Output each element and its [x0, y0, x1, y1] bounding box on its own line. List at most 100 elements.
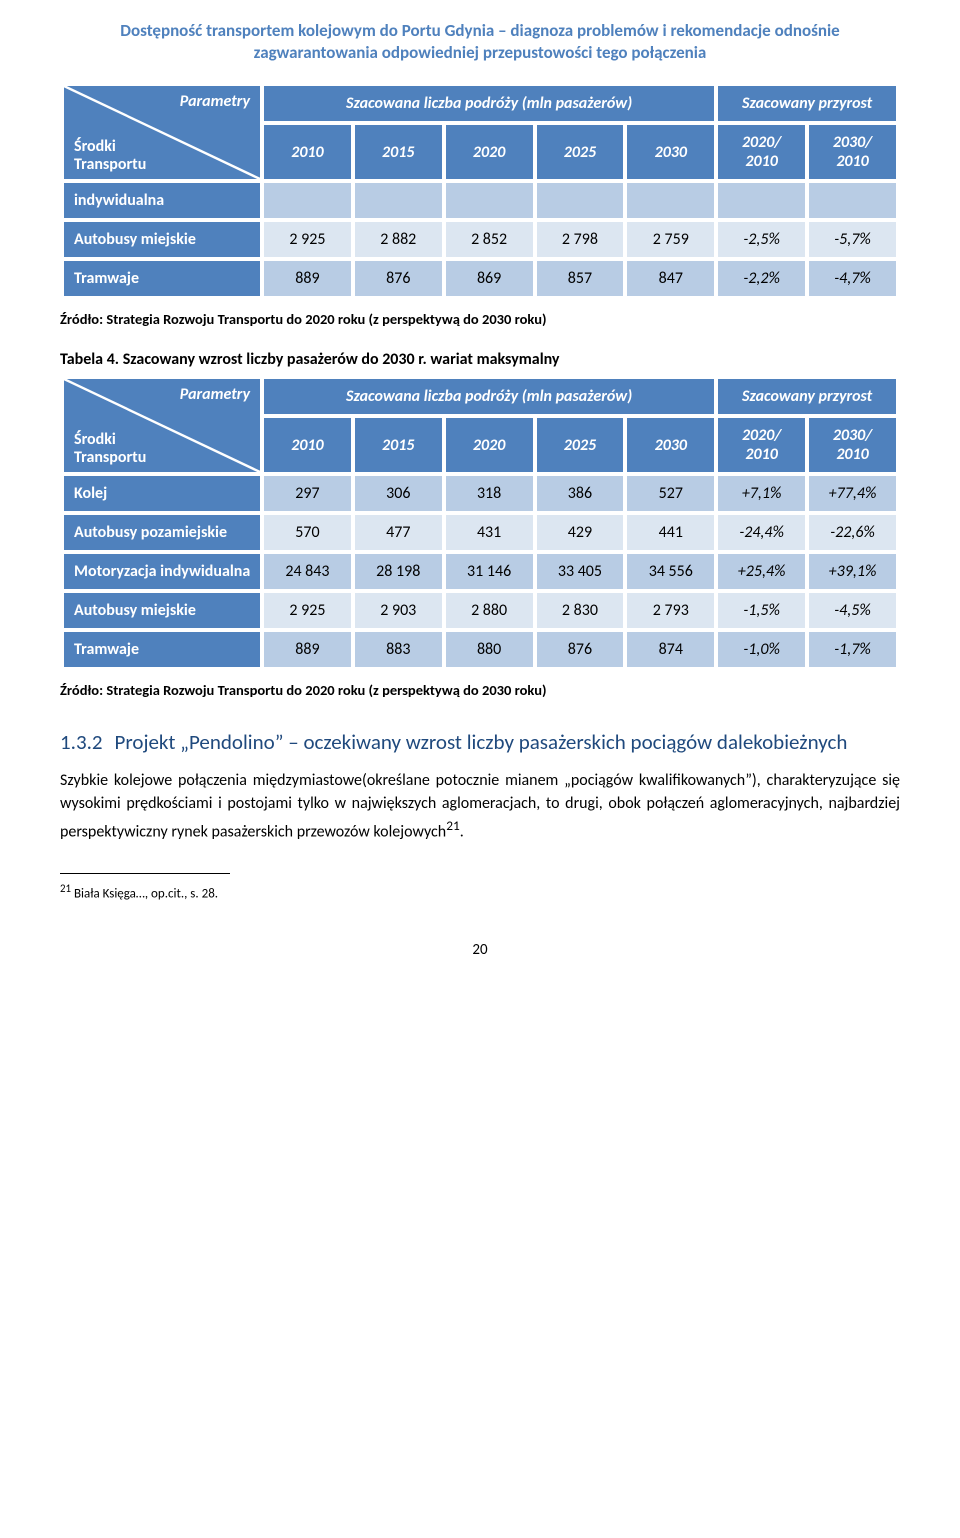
ratio-head: 2020/2010 — [716, 123, 807, 181]
cell: +25,4% — [716, 552, 807, 591]
diag-bottom-label: ŚrodkiTransportu — [74, 431, 146, 466]
diagonal-header: Parametry ŚrodkiTransportu — [62, 84, 262, 181]
cell: 2 793 — [625, 591, 716, 630]
span-header-counts: Szacowana liczba podróży (mln pasażerów) — [262, 84, 716, 123]
cell: 876 — [353, 259, 444, 298]
source-note-1: Źródło: Strategia Rozwoju Transportu do … — [60, 310, 900, 328]
body-paragraph: Szybkie kolejowe połączenia międzymiasto… — [60, 769, 900, 843]
cell: 2 903 — [353, 591, 444, 630]
ratio-head: 2020/2010 — [716, 416, 807, 474]
cell: 874 — [625, 630, 716, 669]
table-2-caption: Tabela 4. Szacowany wzrost liczby pasaże… — [60, 350, 900, 369]
row-label: indywidualna — [62, 181, 262, 220]
row-label: Autobusy miejskie — [62, 591, 262, 630]
year-head: 2020 — [444, 123, 535, 181]
cell: 2 798 — [535, 220, 626, 259]
cell: 306 — [353, 474, 444, 513]
cell: -1,0% — [716, 630, 807, 669]
cell: 429 — [535, 513, 626, 552]
cell: 876 — [535, 630, 626, 669]
table-row: Autobusy miejskie 2 925 2 882 2 852 2 79… — [62, 220, 898, 259]
cell: 869 — [444, 259, 535, 298]
cell: 2 880 — [444, 591, 535, 630]
cell: 2 925 — [262, 220, 353, 259]
cell: -1,7% — [807, 630, 898, 669]
cell: 570 — [262, 513, 353, 552]
cell: 2 852 — [444, 220, 535, 259]
table-row: Autobusy pozamiejskie570477431429441-24,… — [62, 513, 898, 552]
cell: 33 405 — [535, 552, 626, 591]
year-head: 2020 — [444, 416, 535, 474]
cell: 441 — [625, 513, 716, 552]
table-row: Tramwaje 889 876 869 857 847 -2,2% -4,7% — [62, 259, 898, 298]
table-2: Parametry ŚrodkiTransportu Szacowana lic… — [60, 375, 900, 671]
footnote-rule — [60, 873, 230, 874]
row-label: Tramwaje — [62, 259, 262, 298]
year-head: 2015 — [353, 123, 444, 181]
cell: 24 843 — [262, 552, 353, 591]
row-label: Autobusy miejskie — [62, 220, 262, 259]
cell: +77,4% — [807, 474, 898, 513]
year-head: 2025 — [535, 416, 626, 474]
year-head: 2025 — [535, 123, 626, 181]
cell: 880 — [444, 630, 535, 669]
cell: -5,7% — [807, 220, 898, 259]
source-note-2: Źródło: Strategia Rozwoju Transportu do … — [60, 681, 900, 699]
diag-top-label: Parametry — [180, 385, 250, 404]
row-label: Tramwaje — [62, 630, 262, 669]
row-label: Autobusy pozamiejskie — [62, 513, 262, 552]
span-header-growth: Szacowany przyrost — [716, 377, 898, 416]
page-number: 20 — [60, 941, 900, 959]
cell: 2 925 — [262, 591, 353, 630]
ratio-head: 2030/2010 — [807, 416, 898, 474]
section-title: Projekt „Pendolino” – oczekiwany wzrost … — [115, 729, 900, 755]
cell: 318 — [444, 474, 535, 513]
year-head: 2030 — [625, 123, 716, 181]
span-header-growth: Szacowany przyrost — [716, 84, 898, 123]
cell: 883 — [353, 630, 444, 669]
diag-top-label: Parametry — [180, 92, 250, 111]
diagonal-header: Parametry ŚrodkiTransportu — [62, 377, 262, 474]
cell: 2 830 — [535, 591, 626, 630]
row-label: Kolej — [62, 474, 262, 513]
row-label: Motoryzacja indywidualna — [62, 552, 262, 591]
cell: +39,1% — [807, 552, 898, 591]
cell: 857 — [535, 259, 626, 298]
cell: 889 — [262, 259, 353, 298]
span-header-counts: Szacowana liczba podróży (mln pasażerów) — [262, 377, 716, 416]
diag-bottom-label: ŚrodkiTransportu — [74, 138, 146, 173]
year-head: 2030 — [625, 416, 716, 474]
cell: 477 — [353, 513, 444, 552]
cell: 889 — [262, 630, 353, 669]
cell: 297 — [262, 474, 353, 513]
cell: -4,7% — [807, 259, 898, 298]
year-head: 2010 — [262, 416, 353, 474]
section-number: 1.3.2 — [60, 729, 103, 755]
cell: 431 — [444, 513, 535, 552]
cell: 386 — [535, 474, 626, 513]
cell: 527 — [625, 474, 716, 513]
cell: -2,2% — [716, 259, 807, 298]
footnote: 21 Biała Księga…, op.cit., s. 28. — [60, 882, 900, 901]
cell: 28 198 — [353, 552, 444, 591]
cell: -4,5% — [807, 591, 898, 630]
cell: 31 146 — [444, 552, 535, 591]
table-1: Parametry ŚrodkiTransportu Szacowana lic… — [60, 82, 900, 300]
cell: 847 — [625, 259, 716, 298]
table-row: Autobusy miejskie2 9252 9032 8802 8302 7… — [62, 591, 898, 630]
cell: -22,6% — [807, 513, 898, 552]
cell: +7,1% — [716, 474, 807, 513]
section-heading: 1.3.2 Projekt „Pendolino” – oczekiwany w… — [60, 729, 900, 755]
document-title: Dostępność transportem kolejowym do Port… — [60, 20, 900, 64]
cell: -2,5% — [716, 220, 807, 259]
ratio-head: 2030/2010 — [807, 123, 898, 181]
cell: -1,5% — [716, 591, 807, 630]
cell: 2 759 — [625, 220, 716, 259]
cell: 2 882 — [353, 220, 444, 259]
table-row: Kolej297306318386527+7,1%+77,4% — [62, 474, 898, 513]
cell: -24,4% — [716, 513, 807, 552]
footnote-marker: 21 — [446, 817, 460, 834]
table-row: Motoryzacja indywidualna24 84328 19831 1… — [62, 552, 898, 591]
year-head: 2010 — [262, 123, 353, 181]
year-head: 2015 — [353, 416, 444, 474]
